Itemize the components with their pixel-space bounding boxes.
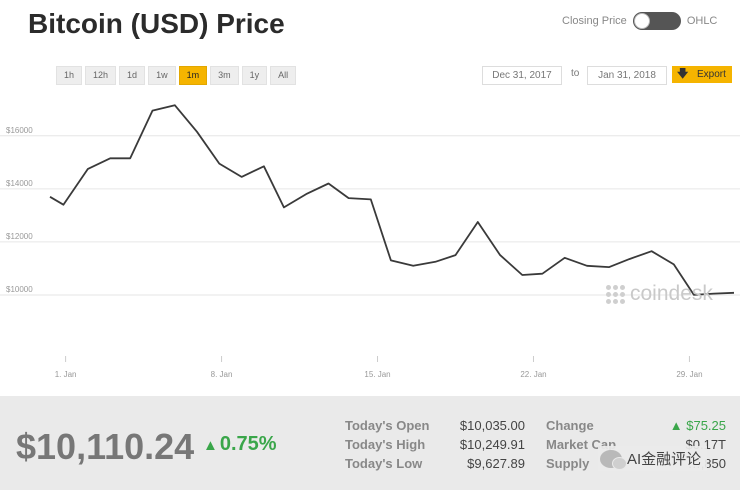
date-from-input[interactable]: Dec 31, 2017 xyxy=(482,66,562,85)
price-data-point xyxy=(608,266,610,268)
change-value: ▲ $75.25 xyxy=(640,418,726,433)
price-data-point xyxy=(109,157,111,159)
price-data-point xyxy=(713,292,715,294)
price-data-point xyxy=(673,263,675,265)
price-data-point xyxy=(327,182,329,184)
change-percent-value: 0.75% xyxy=(219,433,277,455)
todays-open-value: $10,035.00 xyxy=(459,418,525,433)
range-3m-button[interactable]: 3m xyxy=(210,66,239,85)
price-data-point xyxy=(218,162,220,164)
price-data-point xyxy=(347,197,349,199)
price-data-point xyxy=(87,168,89,170)
price-data-point xyxy=(240,176,242,178)
todays-high-value: $10,249.91 xyxy=(459,437,525,452)
range-1w-button[interactable]: 1w xyxy=(148,66,176,85)
range-selector: 1h 12h 1d 1w 1m 3m 1y All xyxy=(56,66,297,85)
price-data-point xyxy=(564,257,566,259)
coindesk-watermark: coindesk xyxy=(606,282,713,306)
range-12h-button[interactable]: 12h xyxy=(85,66,117,85)
coindesk-logo-icon xyxy=(606,284,625,304)
price-line-chart[interactable]: $10000 $12000 $14000 $16000 1. Jan 8. Jan 15. … xyxy=(0,88,740,388)
price-data-point xyxy=(196,131,198,133)
change-value-text: $75.25 xyxy=(686,418,726,433)
wechat-overlay-badge: AI金融评论 xyxy=(598,446,708,471)
range-1h-button[interactable]: 1h xyxy=(56,66,83,85)
supply-label: Supply xyxy=(546,456,590,471)
price-data-point xyxy=(628,258,630,260)
date-to-label: to xyxy=(571,68,580,79)
page-title: Bitcoin (USD) Price xyxy=(28,8,285,39)
y-tick-label: $12000 xyxy=(6,232,33,241)
wechat-icon xyxy=(600,449,627,470)
stats-panel xyxy=(0,396,740,490)
watermark-text: coindesk xyxy=(630,282,713,305)
price-data-point xyxy=(412,265,414,267)
export-label: Export xyxy=(697,69,726,80)
price-data-point xyxy=(733,292,735,294)
price-data-point xyxy=(283,206,285,208)
range-1m-button[interactable]: 1m xyxy=(178,66,208,85)
price-data-point xyxy=(49,196,51,198)
x-tick-label: 1. Jan xyxy=(55,370,77,379)
price-data-point xyxy=(390,259,392,261)
price-data-point xyxy=(586,265,588,267)
todays-low-label: Today's Low xyxy=(345,456,423,471)
x-tick-label: 22. Jan xyxy=(520,370,546,379)
current-price: $10,110.24 xyxy=(16,426,195,467)
price-data-point xyxy=(434,261,436,263)
price-data-point xyxy=(541,273,543,275)
export-button[interactable]: 🡇 Export xyxy=(672,66,732,83)
todays-high-label: Today's High xyxy=(345,437,426,452)
change-percent: ▲ 0.75% xyxy=(203,433,277,456)
todays-low-value: $9,627.89 xyxy=(467,456,525,471)
price-data-point xyxy=(174,104,176,106)
ohlc-label: OHLC xyxy=(686,15,718,27)
overlay-badge-text: AI金融评论 xyxy=(627,451,702,468)
price-data-point xyxy=(305,193,307,195)
download-arrow-icon: 🡇 xyxy=(677,68,689,80)
range-1d-button[interactable]: 1d xyxy=(119,66,146,85)
y-tick-label: $14000 xyxy=(6,179,33,188)
closing-price-label: Closing Price xyxy=(562,15,627,27)
price-data-point xyxy=(499,254,501,256)
range-all-button[interactable]: All xyxy=(270,66,297,85)
x-tick-label: 8. Jan xyxy=(211,370,233,379)
chart-mode-toggle[interactable] xyxy=(632,12,681,30)
change-label: Change xyxy=(546,418,594,433)
price-data-point xyxy=(650,250,652,252)
chart-mode-toggle-group: Closing Price OHLC xyxy=(562,12,717,30)
price-data-point xyxy=(263,165,265,167)
change-up-icon: ▲ xyxy=(669,418,687,433)
toggle-knob[interactable] xyxy=(633,13,650,29)
price-data-point xyxy=(370,198,372,200)
x-tick-label: 29. Jan xyxy=(676,370,702,379)
x-tick-label: 15. Jan xyxy=(364,370,390,379)
up-triangle-icon: ▲ xyxy=(203,437,218,454)
todays-open-label: Today's Open xyxy=(345,418,430,433)
price-data-point xyxy=(521,274,523,276)
y-tick-label: $10000 xyxy=(6,285,33,294)
price-data-point xyxy=(151,109,153,111)
price-series-line xyxy=(49,104,735,296)
date-to-input[interactable]: Jan 31, 2018 xyxy=(587,66,667,85)
y-tick-label: $16000 xyxy=(6,126,33,135)
range-1y-button[interactable]: 1y xyxy=(241,66,268,85)
price-data-point xyxy=(454,254,456,256)
price-data-point xyxy=(62,204,64,206)
price-data-point xyxy=(477,221,479,223)
price-data-point xyxy=(129,157,131,159)
